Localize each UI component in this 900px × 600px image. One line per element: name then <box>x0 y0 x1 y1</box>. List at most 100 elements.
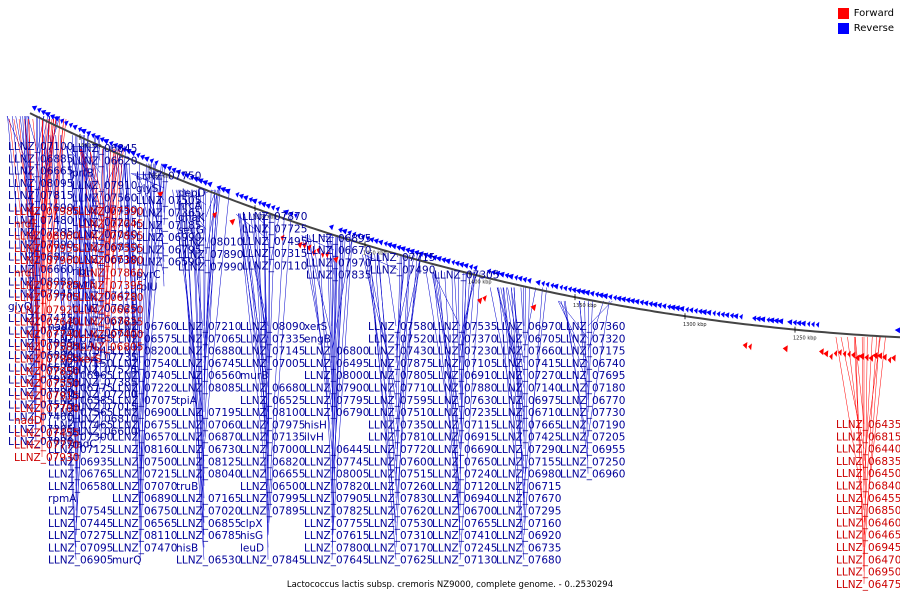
gene-label-reverse: LLNZ_07830 <box>368 493 433 505</box>
gene-label-reverse: LLNZ_08085 <box>176 383 241 395</box>
gene-label-reverse: LLNZ_07140 <box>496 383 561 395</box>
gene-label-reverse: LLNZ_07295 <box>496 506 561 518</box>
gene-label-reverse: LLNZ_07825 <box>304 506 369 518</box>
gene-label-reverse: rpmA <box>48 493 77 505</box>
gene-label-reverse: LLNZ_06795 <box>136 244 201 256</box>
gene-label-reverse: LLNZ_07870 <box>242 211 307 223</box>
gene-label-reverse: LLNZ_07625 <box>368 555 433 567</box>
forward-feature <box>829 353 833 360</box>
gene-label-reverse: LLNZ_06940 <box>432 493 497 505</box>
gene-label-reverse: LLNZ_06820 <box>240 456 305 468</box>
gene-label-reverse: tpiA <box>176 395 198 407</box>
gene-label-reverse: LLNZ_08125 <box>176 456 241 468</box>
gene-label-reverse: LLNZ_07645 <box>304 555 369 567</box>
gene-label-forward: nrdI <box>14 268 35 280</box>
gene-label-reverse: LLNZ_07365 <box>136 208 201 220</box>
gene-label-reverse: LLNZ_06670 <box>306 245 371 257</box>
gene-label-forward: LLNZ_07740 <box>14 329 79 341</box>
gene-label-reverse: LLNZ_06495 <box>304 358 369 370</box>
gene-label-reverse: LLNZ_07110 <box>242 260 307 272</box>
gene-label-reverse: LLNZ_07750 <box>136 171 201 183</box>
gene-label-reverse: LLNZ_07430 <box>368 346 433 358</box>
forward-feature <box>891 355 896 362</box>
gene-label-forward: LLNZ_06815 <box>836 431 900 443</box>
gene-label-reverse: LLNZ_08095 <box>8 178 73 190</box>
forward-feature <box>843 351 847 358</box>
gene-label-reverse: LLNZ_07505 <box>136 195 201 207</box>
gene-label-forward: LLNZ_07965 <box>14 354 79 366</box>
gene-label-reverse: LLNZ_06980 <box>496 469 561 481</box>
gene-label-reverse: LLNZ_07195 <box>176 407 241 419</box>
gene-label-reverse: LLNZ_07630 <box>432 395 497 407</box>
reverse-feature <box>590 291 595 297</box>
reverse-feature <box>150 158 155 164</box>
gene-label-reverse: LLNZ_07800 <box>304 542 369 554</box>
gene-label-reverse: LLNZ_06975 <box>496 395 561 407</box>
gene-label-reverse: LLNZ_07305 <box>434 270 499 282</box>
gene-label-reverse: leuD <box>240 542 264 554</box>
gene-label-reverse: LLNZ_07370 <box>432 333 497 345</box>
reverse-feature <box>522 277 527 283</box>
gene-label-reverse: LLNZ_07615 <box>304 530 369 542</box>
gene-label-forward: LLNZ_07850 <box>14 366 79 378</box>
gene-label-reverse: LLNZ_07910 <box>72 180 137 192</box>
gene-label-reverse: LLNZ_06890 <box>112 493 177 505</box>
gene-label-reverse: LLNZ_07065 <box>176 333 241 345</box>
gene-label-reverse: hisH <box>304 419 327 431</box>
gene-label-reverse: LLNZ_06680 <box>240 383 305 395</box>
gene-label-reverse: LLNZ_07290 <box>496 444 561 456</box>
gene-label-forward: LLNZ_06470 <box>836 554 900 566</box>
gene-label-reverse: LLNZ_07820 <box>304 481 369 493</box>
forward-feature <box>230 219 236 226</box>
reverse-feature <box>621 297 627 303</box>
gene-label-reverse: LLNZ_07745 <box>304 456 369 468</box>
reverse-feature <box>80 129 87 135</box>
gene-label-reverse: LLNZ_07600 <box>368 456 433 468</box>
gene-label-reverse: LLNZ_07655 <box>432 518 497 530</box>
reverse-feature <box>224 189 231 195</box>
gene-label-reverse: LLNZ_06620 <box>72 155 137 167</box>
gene-label-reverse: LLNZ_06445 <box>304 444 369 456</box>
reverse-feature <box>73 125 78 130</box>
reverse-feature <box>634 299 639 305</box>
gene-label-reverse: LLNZ_07560 <box>72 192 137 204</box>
gene-label-forward: LLNZ_06450 <box>836 468 900 480</box>
gene-label-reverse: LLNZ_07970 <box>306 257 371 269</box>
gene-label-forward: LLNZ_06945 <box>836 542 900 554</box>
gene-label-reverse: LLNZ_06765 <box>48 469 113 481</box>
reverse-feature <box>251 199 257 205</box>
reverse-feature <box>694 308 698 314</box>
gene-label-reverse: LLNZ_06910 <box>432 370 497 382</box>
gene-labels: deoDhrcAdnaKsecGLLNZ_08010LLNZ_07890LLNZ… <box>8 141 900 591</box>
gene-label-reverse: engB <box>304 333 331 345</box>
gene-label-forward: LLNZ_06650 <box>78 304 143 316</box>
gene-label-forward: LLNZ_07920 <box>14 304 79 316</box>
gene-label-reverse: LLNZ_07020 <box>176 506 241 518</box>
gene-label-reverse: LLNZ_06655 <box>240 469 305 481</box>
gene-label-reverse: LLNZ_06730 <box>176 444 241 456</box>
forward-feature <box>847 351 851 358</box>
gene-label-reverse: LLNZ_07250 <box>560 456 625 468</box>
gene-label-reverse: LLNZ_07335 <box>240 333 305 345</box>
gene-label-reverse: LLNZ_07425 <box>496 432 561 444</box>
gene-label-reverse: LLNZ_06500 <box>240 481 305 493</box>
gene-label-reverse: LLNZ_07730 <box>560 407 625 419</box>
reverse-feature <box>721 312 725 318</box>
gene-label-reverse: LLNZ_07725 <box>242 224 307 236</box>
gene-label-reverse: LLNZ_07145 <box>240 346 305 358</box>
gene-label-reverse: LLNZ_07660 <box>496 346 561 358</box>
reverse-feature <box>739 314 743 320</box>
gene-label-forward: LLNZ_07960 <box>14 255 79 267</box>
gene-label-reverse: LLNZ_07720 <box>368 444 433 456</box>
gene-label-reverse: LLNZ_07175 <box>560 346 625 358</box>
reverse-feature <box>807 321 810 327</box>
gene-label-reverse: truB <box>176 481 198 493</box>
reverse-feature <box>463 263 469 269</box>
gene-label-reverse: LLNZ_07235 <box>432 407 497 419</box>
gene-label-reverse: LLNZ_06740 <box>560 358 625 370</box>
forward-feature <box>872 352 878 359</box>
gene-label-reverse: LLNZ_06905 <box>48 555 113 567</box>
reverse-feature <box>796 320 801 326</box>
gene-label-reverse: LLNZ_07070 <box>112 481 177 493</box>
forward-feature <box>783 345 788 352</box>
